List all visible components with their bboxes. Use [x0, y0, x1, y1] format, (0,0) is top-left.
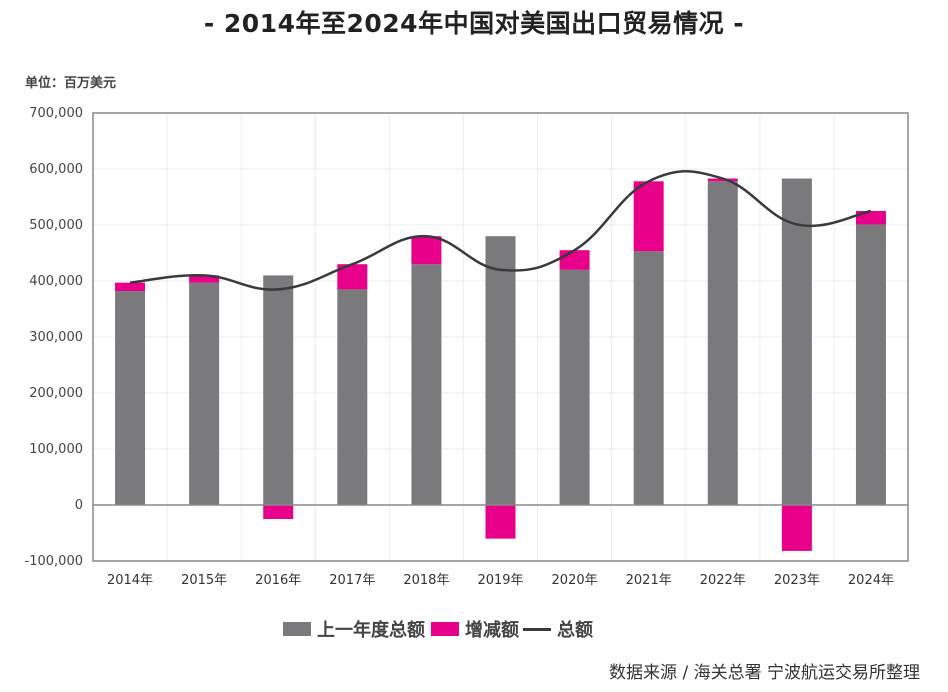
bar-prev-total [263, 275, 294, 505]
bar-prev-total [559, 269, 590, 505]
bar-prev-total [115, 291, 146, 505]
chart-title: - 2014年至2024年中国对美国出口贸易情况 - [203, 9, 745, 38]
bar-prev-total [781, 178, 812, 505]
bar-change [115, 282, 146, 292]
x-tick-label: 2017年 [329, 573, 375, 588]
bar-change [707, 178, 738, 182]
x-tick-label: 2014年 [107, 573, 153, 588]
y-tick-label: 100,000 [29, 442, 83, 457]
y-tick-label: 700,000 [29, 106, 83, 121]
bar-change [781, 505, 812, 551]
bar-prev-total [337, 289, 368, 505]
x-tick-label: 2024年 [848, 573, 894, 588]
x-tick-label: 2020年 [552, 573, 598, 588]
legend-swatch-total-line [523, 627, 551, 631]
bar-prev-total [633, 251, 664, 505]
axes [92, 112, 909, 562]
x-tick-labels: 2014年 2015年 2016年 2017年 2018年 2019年 2020年 2021年… [107, 573, 894, 588]
bars [115, 178, 886, 551]
bar-prev-total [707, 181, 738, 505]
unit-label: 单位：百万美元 [25, 76, 117, 91]
bar-change [485, 505, 516, 539]
bar-prev-total [855, 224, 886, 505]
source-note: 数据来源 / 海关总署 宁波航运交易所整理 [609, 663, 920, 683]
y-tick-label: 300,000 [29, 330, 83, 345]
legend: 上一年度总额 增减额 总额 [283, 616, 593, 642]
bar-change [559, 250, 590, 270]
y-tick-label: 500,000 [29, 218, 83, 233]
bar-change [411, 236, 442, 265]
x-tick-label: 2021年 [626, 573, 672, 588]
x-tick-label: 2023年 [774, 573, 820, 588]
bar-change [189, 275, 220, 283]
plot-frame [92, 112, 909, 562]
legend-swatch-change [431, 622, 459, 636]
y-tick-label: 600,000 [29, 162, 83, 177]
x-tick-label: 2022年 [700, 573, 746, 588]
legend-label-total: 总额 [557, 620, 593, 641]
total-line-group [129, 170, 872, 291]
y-tick-label: 0 [75, 498, 83, 513]
legend-label-prev-total: 上一年度总额 [317, 620, 425, 641]
legend-swatch-prev-total [283, 622, 311, 636]
x-tick-label: 2019年 [477, 573, 523, 588]
y-tick-labels: -100,000 0 100,000 200,000 300,000 400,000 500… [25, 106, 83, 569]
x-tick-label: 2016年 [255, 573, 301, 588]
y-tick-label: 400,000 [29, 274, 83, 289]
y-tick-label: -100,000 [25, 554, 83, 569]
bar-change [633, 181, 664, 252]
x-tick-label: 2018年 [403, 573, 449, 588]
x-tick-label: 2015年 [181, 573, 227, 588]
bar-prev-total [411, 264, 442, 505]
bar-prev-total [189, 282, 220, 505]
legend-label-change: 增减额 [465, 620, 519, 641]
bar-prev-total [485, 236, 516, 505]
y-tick-label: 200,000 [29, 386, 83, 401]
bar-change [263, 505, 294, 519]
